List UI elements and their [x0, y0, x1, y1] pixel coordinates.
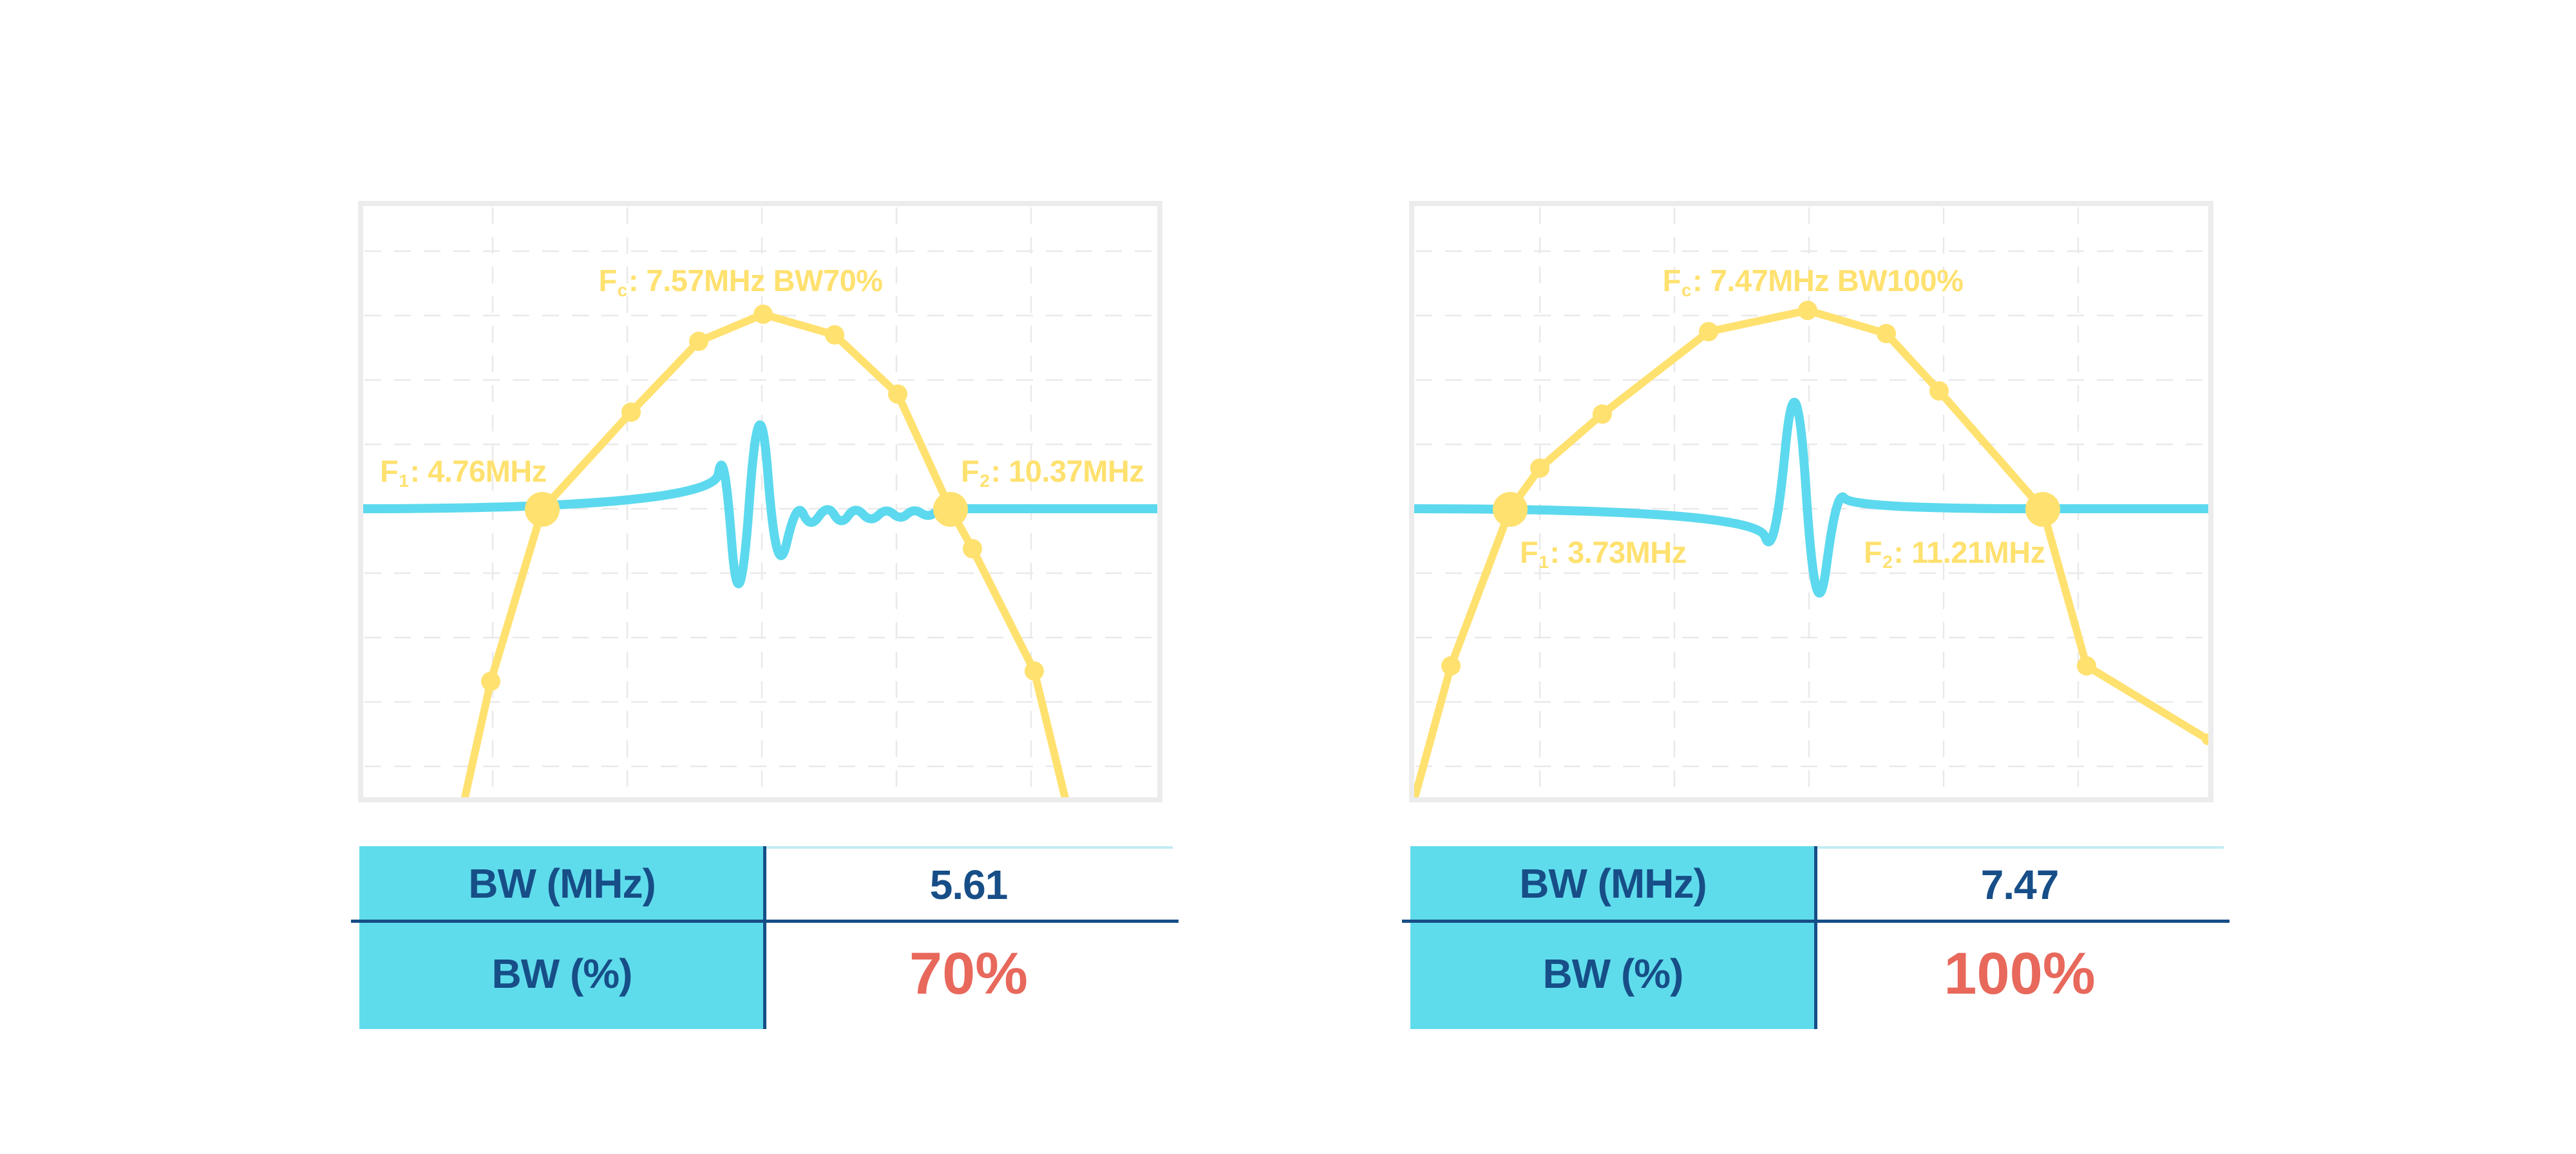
f2-value: : 10.37MHz [990, 454, 1144, 488]
table-value-column: 5.61 70% [764, 846, 1173, 1029]
lower-frequency-annotation: F1: 4.76MHz [380, 454, 547, 491]
table-row-divider [1402, 920, 2230, 923]
f1-value: : 4.76MHz [410, 454, 547, 488]
f2-subscript: 2 [980, 470, 990, 491]
bw-summary-table: BW (MHz) BW (%) 7.47 100% [1402, 846, 2230, 1029]
center-frequency-annotation: Fc: 7.57MHz BW70% [598, 263, 883, 301]
table-label-column: BW (MHz) BW (%) [359, 846, 764, 1029]
f1-symbol: F [1520, 535, 1539, 569]
bw-mhz-value-cell: 5.61 [929, 862, 1009, 908]
bw-mhz-label-cell: BW (MHz) [468, 860, 656, 907]
bw-mhz-value-cell: 7.47 [1980, 862, 2060, 908]
upper-frequency-annotation: F2: 11.21MHz [1864, 535, 2045, 572]
fc-subscript: c [1681, 279, 1692, 301]
spectrum-plot-bw100 [1409, 201, 2213, 802]
bw-mhz-label-cell: BW (MHz) [1519, 860, 1707, 907]
bw-pct-value-cell: 100% [1944, 940, 2096, 1007]
f1-subscript: 1 [399, 470, 409, 491]
bw-summary-table: BW (MHz) BW (%) 5.61 70% [351, 846, 1179, 1029]
center-frequency-annotation: Fc: 7.47MHz BW100% [1662, 263, 1964, 301]
fc-symbol: F [1662, 263, 1681, 298]
f2-symbol: F [1864, 535, 1882, 569]
fc-subscript: c [617, 279, 628, 301]
f1-subscript: 1 [1539, 551, 1549, 572]
lower-frequency-annotation: F1: 3.73MHz [1520, 535, 1687, 572]
table-column-divider [763, 846, 766, 1029]
table-column-divider [1814, 846, 1817, 1029]
bw-pct-label-cell: BW (%) [491, 951, 633, 997]
fc-value: : 7.57MHz BW70% [628, 263, 883, 298]
table-value-column: 7.47 100% [1815, 846, 2224, 1029]
spectrum-plot-bw70 [358, 201, 1162, 802]
f1-symbol: F [380, 454, 399, 488]
bw-pct-label-cell: BW (%) [1542, 951, 1684, 997]
table-row-divider [351, 920, 1179, 923]
f2-subscript: 2 [1882, 551, 1893, 572]
bw-pct-value-cell: 70% [909, 940, 1028, 1007]
table-label-column: BW (MHz) BW (%) [1410, 846, 1815, 1029]
fc-symbol: F [598, 263, 617, 298]
upper-frequency-annotation: F2: 10.37MHz [961, 454, 1144, 491]
f2-value: : 11.21MHz [1893, 535, 2045, 569]
f2-symbol: F [961, 454, 980, 488]
f1-value: : 3.73MHz [1549, 535, 1687, 569]
fc-value: : 7.47MHz BW100% [1692, 263, 1964, 298]
spectrum-chart-bw70: Fc: 7.57MHz BW70% F1: 4.76MHz F2: 10.37M… [358, 201, 1162, 802]
spectrum-chart-bw100: Fc: 7.47MHz BW100% F1: 3.73MHz F2: 11.21… [1409, 201, 2213, 802]
